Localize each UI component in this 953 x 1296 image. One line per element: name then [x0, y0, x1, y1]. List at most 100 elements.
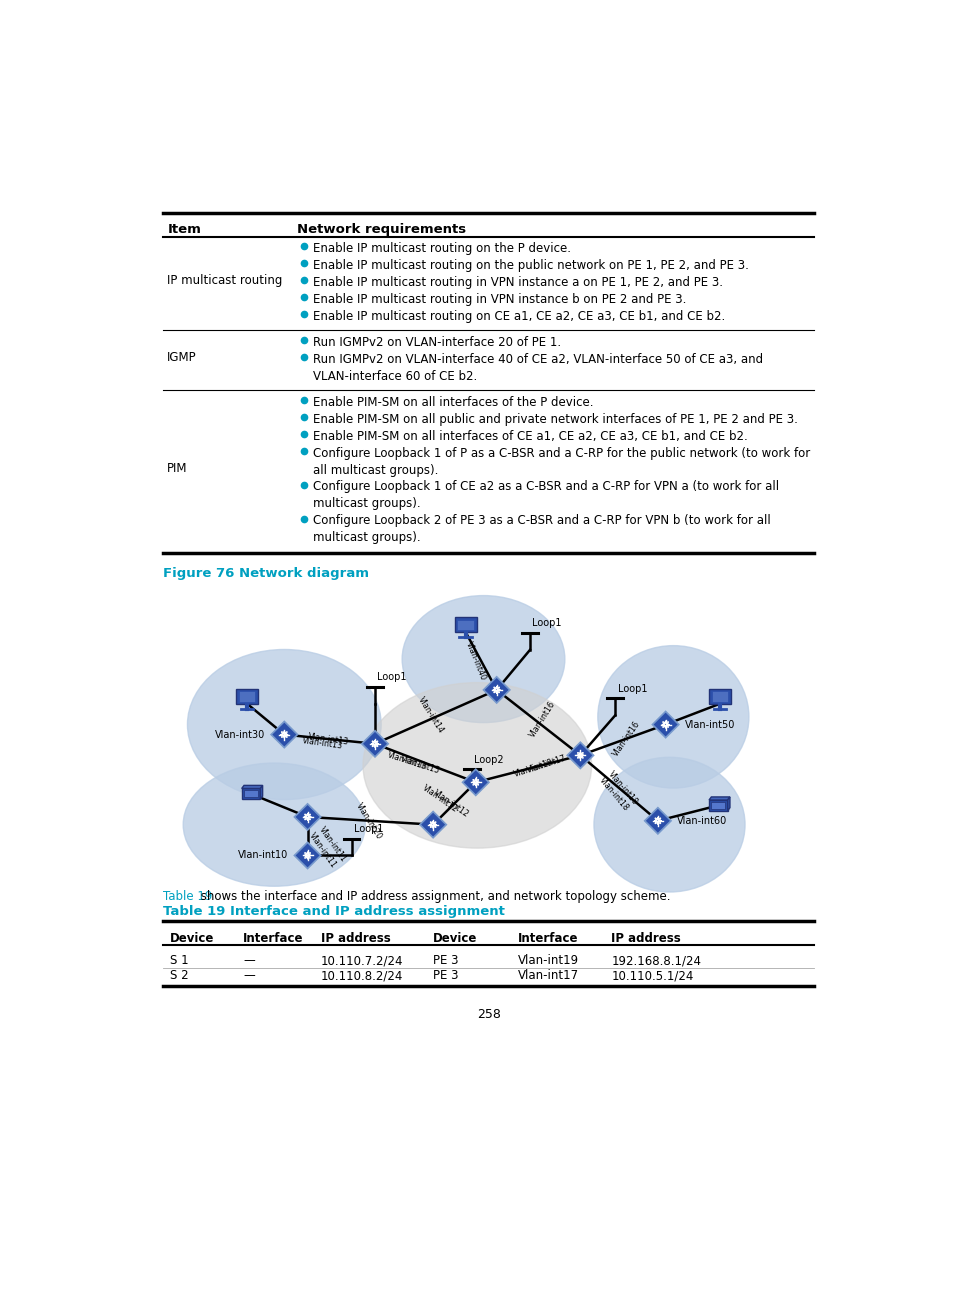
Polygon shape	[454, 617, 476, 632]
Text: Vlan-int16: Vlan-int16	[611, 719, 641, 758]
Ellipse shape	[594, 757, 744, 892]
Polygon shape	[711, 802, 724, 809]
Polygon shape	[260, 785, 262, 800]
Text: Loop2: Loop2	[474, 754, 503, 765]
Text: Vlan-int18: Vlan-int18	[597, 775, 630, 813]
Polygon shape	[727, 797, 729, 811]
Text: —: —	[243, 969, 254, 982]
Polygon shape	[361, 731, 388, 757]
Polygon shape	[483, 677, 509, 702]
Polygon shape	[238, 691, 255, 701]
Text: multicast groups).: multicast groups).	[313, 531, 420, 544]
Text: Vlan-int10: Vlan-int10	[237, 850, 288, 861]
Text: S 1: S 1	[170, 954, 188, 967]
Text: Configure Loopback 1 of P as a C-BSR and a C-RP for the public network (to work : Configure Loopback 1 of P as a C-BSR and…	[313, 447, 809, 460]
Text: VLAN-interface 60 of CE b2.: VLAN-interface 60 of CE b2.	[313, 369, 476, 382]
Polygon shape	[241, 788, 260, 800]
Polygon shape	[708, 688, 730, 704]
Polygon shape	[241, 785, 262, 788]
Ellipse shape	[362, 683, 591, 848]
Polygon shape	[244, 791, 257, 797]
Text: Vlan-int13: Vlan-int13	[302, 736, 344, 752]
Text: Vlan-int17: Vlan-int17	[525, 753, 567, 775]
Text: S 2: S 2	[170, 969, 188, 982]
Text: Vlan-int11: Vlan-int11	[307, 831, 338, 870]
Text: Loop1: Loop1	[377, 673, 406, 682]
Polygon shape	[652, 712, 679, 737]
Text: Interface: Interface	[243, 932, 303, 945]
Polygon shape	[708, 797, 729, 800]
Text: Network requirements: Network requirements	[297, 223, 466, 236]
Text: Device: Device	[433, 932, 477, 945]
Text: Loop1: Loop1	[354, 824, 383, 833]
Text: Vlan-int12: Vlan-int12	[420, 784, 459, 815]
Text: PIM: PIM	[167, 461, 188, 474]
Text: Vlan-int11: Vlan-int11	[316, 824, 348, 863]
Text: Enable PIM-SM on all interfaces of CE a1, CE a2, CE a3, CE b1, and CE b2.: Enable PIM-SM on all interfaces of CE a1…	[313, 430, 747, 443]
Text: Vlan-int60: Vlan-int60	[677, 815, 727, 826]
Text: Item: Item	[167, 223, 201, 236]
Text: PE 3: PE 3	[433, 954, 458, 967]
Text: Vlan-int13: Vlan-int13	[386, 750, 428, 771]
Text: Configure Loopback 2 of PE 3 as a C-BSR and a C-RP for VPN b (to work for all: Configure Loopback 2 of PE 3 as a C-BSR …	[313, 515, 770, 527]
Text: Vlan-int18: Vlan-int18	[606, 770, 639, 807]
Text: Table 19 Interface and IP address assignment: Table 19 Interface and IP address assign…	[163, 906, 505, 919]
Text: Loop1: Loop1	[532, 618, 561, 629]
Text: Vlan-int50: Vlan-int50	[684, 719, 735, 730]
Text: Enable IP multicast routing on CE a1, CE a2, CE a3, CE b1, and CE b2.: Enable IP multicast routing on CE a1, CE…	[313, 310, 724, 323]
Text: Vlan-int16: Vlan-int16	[527, 700, 557, 739]
Text: Vlan-int30: Vlan-int30	[214, 730, 265, 740]
Text: Vlan-int19: Vlan-int19	[513, 758, 555, 779]
Text: Enable PIM-SM on all public and private network interfaces of PE 1, PE 2 and PE : Enable PIM-SM on all public and private …	[313, 412, 797, 425]
Polygon shape	[644, 807, 670, 833]
Text: Loop1: Loop1	[617, 684, 646, 693]
Text: IP multicast routing: IP multicast routing	[167, 273, 282, 286]
Ellipse shape	[402, 596, 564, 723]
Text: PE 3: PE 3	[433, 969, 458, 982]
Text: Vlan-int17: Vlan-int17	[517, 969, 578, 982]
Text: IP address: IP address	[320, 932, 390, 945]
Polygon shape	[294, 804, 320, 829]
Text: Interface: Interface	[517, 932, 578, 945]
Text: Run IGMPv2 on VLAN-interface 40 of CE a2, VLAN-interface 50 of CE a3, and: Run IGMPv2 on VLAN-interface 40 of CE a2…	[313, 353, 762, 365]
Text: Table 19: Table 19	[163, 890, 213, 903]
Text: Enable IP multicast routing on the P device.: Enable IP multicast routing on the P dev…	[313, 242, 571, 255]
Text: Configure Loopback 1 of CE a2 as a C-BSR and a C-RP for VPN a (to work for all: Configure Loopback 1 of CE a2 as a C-BSR…	[313, 481, 779, 494]
Text: Enable PIM-SM on all interfaces of the P device.: Enable PIM-SM on all interfaces of the P…	[313, 395, 593, 408]
Text: Vlan-int20: Vlan-int20	[354, 801, 383, 841]
Ellipse shape	[183, 763, 365, 886]
Polygon shape	[711, 691, 727, 701]
Text: Device: Device	[170, 932, 213, 945]
Polygon shape	[456, 619, 474, 630]
Text: Vlan-int40: Vlan-int40	[463, 640, 487, 682]
Text: Enable IP multicast routing on the public network on PE 1, PE 2, and PE 3.: Enable IP multicast routing on the publi…	[313, 259, 748, 272]
Ellipse shape	[598, 645, 748, 788]
Text: 258: 258	[476, 1008, 500, 1021]
Polygon shape	[271, 722, 297, 748]
Text: Figure 76 Network diagram: Figure 76 Network diagram	[163, 566, 369, 579]
Text: Vlan-int12: Vlan-int12	[431, 788, 470, 819]
Text: IP address: IP address	[611, 932, 680, 945]
Text: —: —	[243, 954, 254, 967]
Polygon shape	[235, 688, 258, 704]
Polygon shape	[294, 842, 320, 868]
Text: all multicast groups).: all multicast groups).	[313, 464, 438, 477]
Text: Enable IP multicast routing in VPN instance a on PE 1, PE 2, and PE 3.: Enable IP multicast routing in VPN insta…	[313, 276, 722, 289]
Polygon shape	[708, 800, 727, 811]
Text: Vlan-int19: Vlan-int19	[517, 954, 578, 967]
Text: Run IGMPv2 on VLAN-interface 20 of PE 1.: Run IGMPv2 on VLAN-interface 20 of PE 1.	[313, 336, 560, 349]
Text: IGMP: IGMP	[167, 351, 196, 364]
Text: 192.168.8.1/24: 192.168.8.1/24	[611, 954, 700, 967]
Text: shows the interface and IP address assignment, and network topology scheme.: shows the interface and IP address assig…	[196, 890, 670, 903]
Text: Vlan-int13: Vlan-int13	[307, 732, 349, 746]
Polygon shape	[567, 743, 593, 769]
Text: Enable IP multicast routing in VPN instance b on PE 2 and PE 3.: Enable IP multicast routing in VPN insta…	[313, 293, 685, 306]
Polygon shape	[462, 770, 488, 796]
Text: Vlan-int14: Vlan-int14	[416, 696, 445, 735]
Text: Vlan-int15: Vlan-int15	[398, 754, 440, 776]
Ellipse shape	[187, 649, 381, 800]
Polygon shape	[419, 811, 446, 837]
Text: multicast groups).: multicast groups).	[313, 498, 420, 511]
Text: 10.110.8.2/24: 10.110.8.2/24	[320, 969, 403, 982]
Text: 10.110.7.2/24: 10.110.7.2/24	[320, 954, 403, 967]
